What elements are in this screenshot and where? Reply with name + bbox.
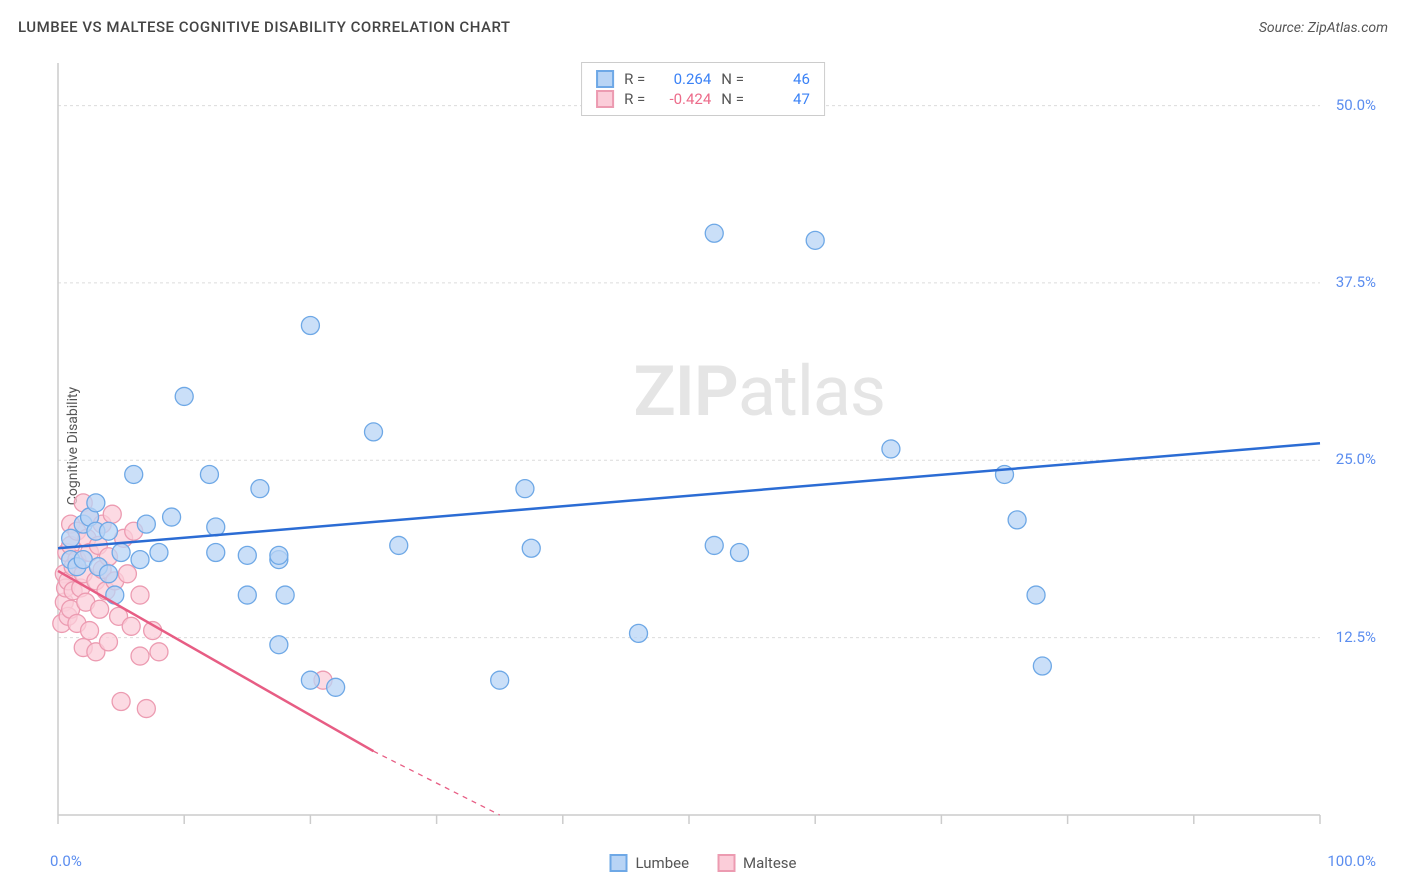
x-axis-min-label: 0.0%: [50, 852, 82, 870]
maltese-swatch-icon: [596, 90, 614, 108]
legend-item-lumbee: Lumbee: [610, 854, 690, 872]
legend-label-lumbee: Lumbee: [636, 854, 690, 872]
n-label: N =: [721, 90, 744, 108]
source-attribution: Source: ZipAtlas.com: [1259, 20, 1388, 36]
legend-item-maltese: Maltese: [717, 854, 796, 872]
chart-title: LUMBEE VS MALTESE COGNITIVE DISABILITY C…: [18, 18, 511, 36]
r-label: R =: [624, 90, 645, 108]
r-value-maltese: -0.424: [655, 90, 711, 108]
scatter-plot: [50, 55, 1380, 825]
n-value-maltese: 47: [754, 90, 810, 108]
title-row: LUMBEE VS MALTESE COGNITIVE DISABILITY C…: [18, 18, 1388, 36]
y-tick-label: 12.5%: [1336, 628, 1376, 646]
x-axis-max-label: 100.0%: [1327, 852, 1376, 870]
correlation-stats-box: R = 0.264 N = 46 R = -0.424 N = 47: [581, 62, 825, 116]
maltese-legend-swatch-icon: [717, 854, 735, 872]
y-tick-label: 50.0%: [1336, 96, 1376, 114]
legend-label-maltese: Maltese: [743, 854, 796, 872]
chart-container: LUMBEE VS MALTESE COGNITIVE DISABILITY C…: [0, 0, 1406, 892]
legend: Lumbee Maltese: [610, 854, 797, 872]
r-label: R =: [624, 70, 645, 88]
lumbee-legend-swatch-icon: [610, 854, 628, 872]
r-value-lumbee: 0.264: [655, 70, 711, 88]
n-label: N =: [721, 70, 744, 88]
y-tick-label: 37.5%: [1336, 273, 1376, 291]
stats-row-lumbee: R = 0.264 N = 46: [596, 69, 810, 89]
stats-row-maltese: R = -0.424 N = 47: [596, 89, 810, 109]
y-tick-label: 25.0%: [1336, 450, 1376, 468]
lumbee-swatch-icon: [596, 70, 614, 88]
chart-svg: [50, 55, 1380, 825]
n-value-lumbee: 46: [754, 70, 810, 88]
